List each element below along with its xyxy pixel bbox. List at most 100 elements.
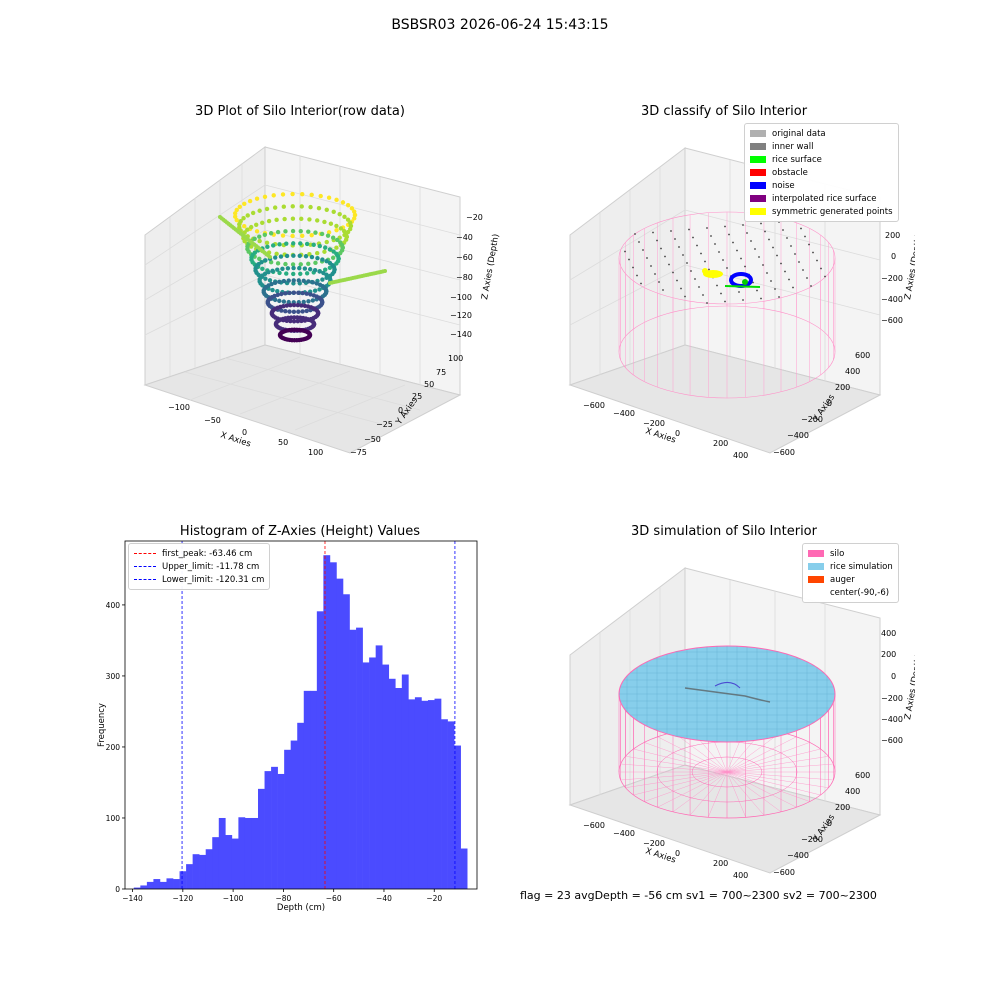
legend-swatch [750, 156, 766, 163]
panel4-xlabel: X Axies [644, 846, 677, 865]
data-point [732, 241, 734, 244]
data-point [257, 238, 262, 244]
histogram-bar [441, 719, 448, 889]
data-point [288, 303, 293, 308]
data-point [634, 233, 636, 235]
data-point [334, 245, 339, 250]
data-point [324, 239, 329, 245]
data-point [269, 281, 274, 287]
data-point [283, 261, 288, 267]
panel1-xlabel: X Axies [219, 430, 252, 449]
data-point [702, 294, 704, 296]
data-point [700, 252, 702, 255]
data-point [267, 278, 273, 283]
data-point [816, 259, 818, 262]
histogram-bar [290, 740, 298, 889]
legend-entry: original data [750, 127, 893, 140]
svg-text:200: 200 [835, 803, 850, 812]
data-point [784, 270, 786, 273]
data-point [298, 228, 303, 234]
histogram-bar [329, 562, 337, 889]
legend-label: first_peak: -63.46 cm [162, 548, 253, 559]
legend-entry: first_peak: -63.46 cm [134, 547, 264, 560]
data-point [323, 245, 328, 250]
data-point [718, 251, 720, 253]
histogram-bar [375, 645, 383, 889]
data-point [299, 303, 304, 308]
data-point [291, 253, 296, 258]
data-point [262, 194, 268, 200]
data-point [724, 225, 726, 228]
data-point [632, 266, 634, 269]
legend-entry: symmetric generated points [750, 205, 893, 218]
data-point [313, 230, 318, 235]
panel4-x-ticks: −600 −400 −200 0 200 400 [583, 821, 748, 880]
data-point [242, 201, 247, 206]
panel2-x-ticks: −600 −400 −200 0 200 400 [583, 401, 748, 460]
data-point [316, 206, 322, 211]
data-point [268, 255, 272, 259]
data-point [706, 227, 708, 229]
data-point [237, 225, 242, 230]
y-tick-label: 100 [106, 814, 121, 823]
data-point [306, 261, 311, 266]
data-point [254, 196, 260, 201]
data-point [290, 204, 295, 209]
data-point [279, 308, 284, 313]
svg-text:50: 50 [424, 380, 434, 389]
data-point [640, 282, 642, 285]
histogram-bar [140, 885, 148, 889]
legend-swatch [134, 553, 156, 554]
data-point [650, 265, 652, 267]
data-point [300, 309, 305, 314]
data-point [291, 278, 296, 283]
data-point [270, 287, 275, 293]
data-point [638, 241, 640, 243]
data-point [280, 192, 286, 197]
data-point [338, 226, 344, 231]
data-point [270, 268, 275, 274]
data-point [298, 241, 303, 246]
data-point [325, 233, 331, 238]
svg-text:50: 50 [278, 438, 288, 447]
data-point [345, 217, 351, 222]
data-point [758, 256, 760, 258]
data-point [282, 216, 287, 222]
data-point [257, 234, 262, 239]
data-point [338, 250, 343, 256]
data-point [262, 271, 268, 277]
data-point [304, 241, 310, 247]
data-point [744, 265, 746, 268]
data-point [306, 299, 311, 304]
data-point [654, 273, 656, 275]
data-point [345, 203, 351, 208]
svg-text:100: 100 [308, 448, 323, 457]
silo-wire [726, 736, 797, 773]
legend-entry: rice surface [750, 153, 893, 166]
data-point [264, 206, 270, 212]
data-point [336, 256, 341, 261]
legend-entry: rice simulation [808, 560, 893, 573]
data-point [780, 262, 782, 265]
panel2-y-ticks: −600 −400 −200 0 200 400 600 [773, 351, 870, 457]
data-point [742, 224, 744, 226]
data-point [760, 222, 762, 225]
data-point [291, 271, 296, 277]
data-point [290, 191, 295, 197]
svg-text:−40: −40 [456, 233, 473, 242]
svg-text:0: 0 [675, 429, 680, 438]
histogram-bar [454, 745, 461, 889]
data-point [728, 233, 730, 236]
data-point [275, 267, 280, 272]
data-point [772, 246, 774, 249]
svg-text:0: 0 [675, 849, 680, 858]
silo-wire [620, 763, 728, 773]
panel4-zlabel: Z Axies (Depth) [903, 653, 915, 720]
legend-swatch [750, 182, 766, 189]
data-point [792, 286, 794, 289]
data-point [279, 291, 284, 297]
data-point [824, 275, 826, 278]
panel2-clusters [702, 268, 761, 288]
data-point [352, 212, 358, 218]
panel3-ylabel: Frequency [97, 703, 107, 747]
